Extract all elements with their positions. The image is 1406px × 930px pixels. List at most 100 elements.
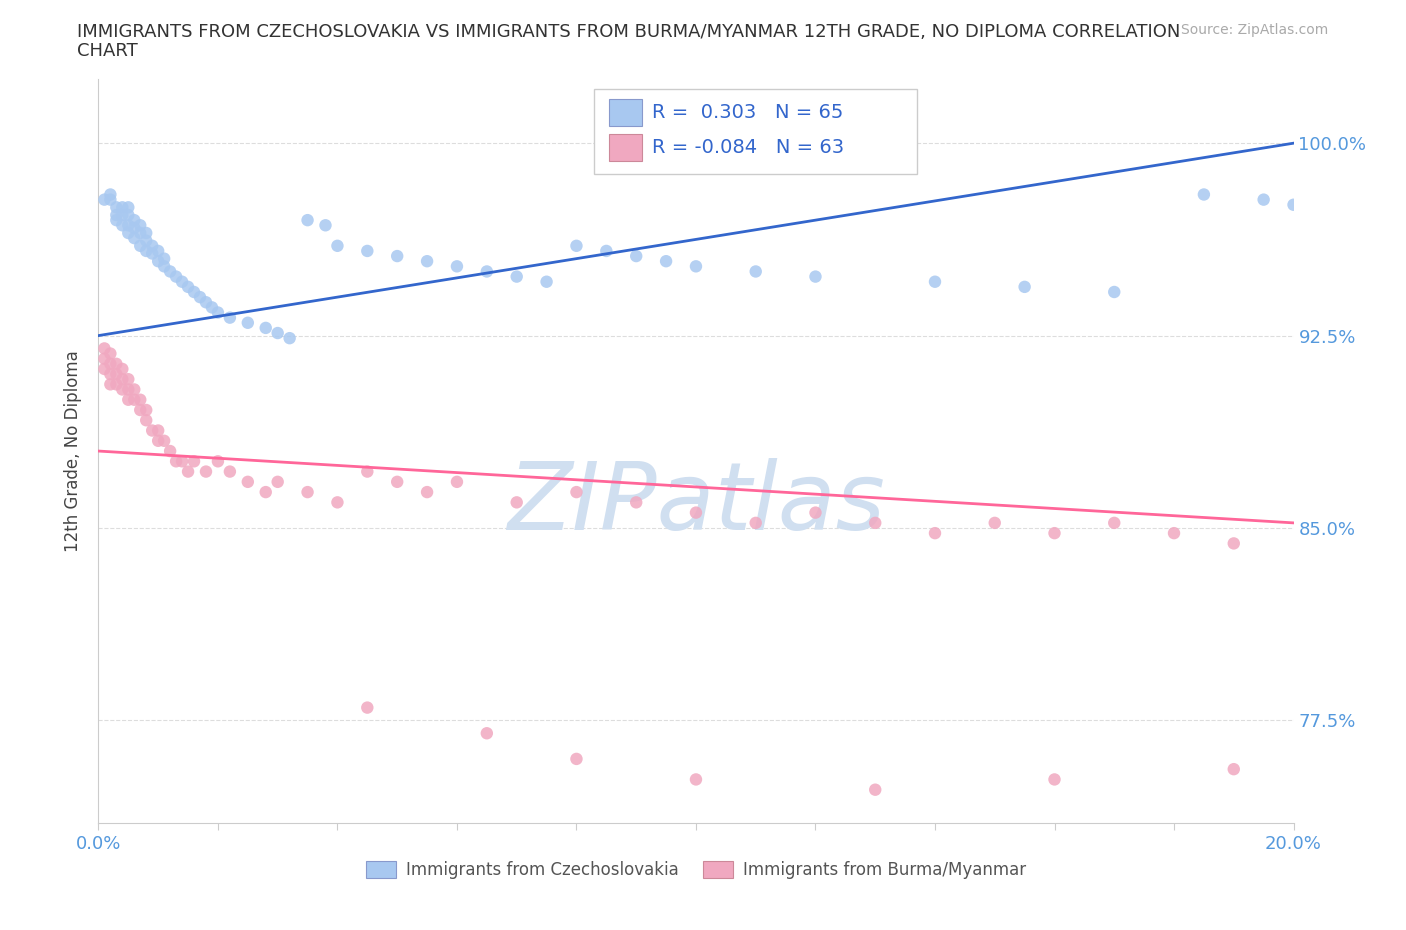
Point: [1163, 525, 1185, 540]
Point: [117, 207, 139, 222]
Point: [1282, 197, 1305, 212]
Point: [536, 274, 558, 289]
Point: [297, 485, 319, 499]
Point: [356, 700, 378, 715]
Point: [141, 423, 163, 438]
Point: [356, 244, 378, 259]
Point: [129, 403, 152, 418]
Point: [105, 356, 128, 371]
Point: [1223, 536, 1246, 551]
Point: [117, 218, 139, 232]
Point: [111, 372, 134, 387]
Point: [1223, 762, 1246, 777]
Point: [117, 372, 139, 387]
Point: [195, 295, 218, 310]
Point: [745, 515, 768, 530]
Point: [188, 289, 211, 304]
Point: [135, 413, 157, 428]
Point: [141, 238, 163, 253]
Point: [207, 305, 229, 320]
Point: [153, 251, 176, 266]
Point: [267, 326, 290, 340]
Point: [105, 366, 128, 381]
Point: [254, 485, 277, 499]
Point: [804, 269, 827, 284]
Point: [685, 505, 707, 520]
Point: [135, 403, 157, 418]
Point: [685, 772, 707, 787]
Point: [117, 226, 139, 241]
Point: [278, 331, 301, 346]
Point: [565, 751, 588, 766]
Point: [745, 264, 768, 279]
Point: [98, 346, 122, 361]
Point: [111, 382, 134, 397]
Point: [153, 433, 176, 448]
Point: [105, 207, 128, 222]
Point: [183, 285, 205, 299]
Point: [172, 274, 194, 289]
Point: [93, 352, 115, 366]
Point: [148, 254, 170, 269]
Point: [177, 279, 200, 294]
Point: [165, 454, 187, 469]
Point: [626, 248, 648, 263]
Point: [148, 423, 170, 438]
Point: [207, 454, 229, 469]
Point: [159, 444, 181, 458]
Point: [326, 495, 349, 510]
Point: [924, 525, 946, 540]
Point: [135, 233, 157, 248]
Point: [98, 366, 122, 381]
Point: [416, 485, 439, 499]
Point: [124, 392, 146, 407]
Point: [385, 474, 409, 489]
Point: [685, 259, 707, 273]
Point: [565, 485, 588, 499]
Point: [141, 246, 163, 261]
Point: [315, 218, 337, 232]
Point: [148, 244, 170, 259]
Point: [105, 200, 128, 215]
Point: [124, 213, 146, 228]
Point: [117, 200, 139, 215]
Text: IMMIGRANTS FROM CZECHOSLOVAKIA VS IMMIGRANTS FROM BURMA/MYANMAR 12TH GRADE, NO D: IMMIGRANTS FROM CZECHOSLOVAKIA VS IMMIGR…: [77, 23, 1181, 41]
Point: [177, 464, 200, 479]
Point: [117, 392, 139, 407]
Point: [236, 315, 259, 330]
Point: [804, 505, 827, 520]
Point: [98, 356, 122, 371]
Point: [129, 226, 152, 241]
Point: [124, 231, 146, 246]
Text: R =  0.303   N = 65: R = 0.303 N = 65: [652, 103, 844, 122]
Point: [93, 341, 115, 356]
Text: ZIPatlas: ZIPatlas: [508, 458, 884, 549]
Point: [172, 454, 194, 469]
Text: Source: ZipAtlas.com: Source: ZipAtlas.com: [1181, 23, 1329, 37]
Point: [565, 238, 588, 253]
Point: [111, 362, 134, 377]
Point: [326, 238, 349, 253]
Point: [924, 274, 946, 289]
Point: [111, 207, 134, 222]
Point: [135, 244, 157, 259]
Point: [219, 311, 242, 325]
Point: [1104, 285, 1126, 299]
FancyBboxPatch shape: [609, 100, 643, 126]
Point: [1043, 772, 1066, 787]
FancyBboxPatch shape: [609, 134, 643, 161]
Point: [98, 377, 122, 392]
Point: [475, 264, 498, 279]
Point: [297, 213, 319, 228]
Point: [1014, 279, 1036, 294]
Point: [655, 254, 678, 269]
Point: [129, 392, 152, 407]
Point: [201, 300, 224, 315]
Point: [236, 474, 259, 489]
Y-axis label: 12th Grade, No Diploma: 12th Grade, No Diploma: [65, 351, 83, 551]
FancyBboxPatch shape: [595, 88, 917, 174]
Point: [356, 464, 378, 479]
Point: [165, 269, 187, 284]
Point: [117, 382, 139, 397]
Point: [93, 193, 115, 207]
